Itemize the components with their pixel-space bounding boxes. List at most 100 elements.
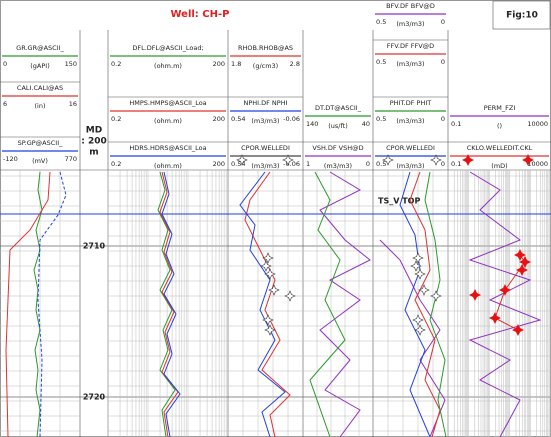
core-point — [418, 284, 430, 296]
scale-unit: (m3/m3) — [396, 117, 424, 125]
core-point — [430, 154, 442, 166]
curve-name: SP.GP@ASCII_ — [18, 139, 64, 147]
core-point — [262, 314, 274, 326]
curve-name: GR.GR@ASCII_ — [16, 44, 64, 52]
scale-unit: () — [497, 122, 502, 130]
scale-left: 1.8 — [231, 60, 241, 68]
scale-unit: (m3/m3) — [251, 117, 279, 125]
figure-label: Fig:10 — [506, 11, 538, 21]
depth-header: m — [89, 148, 98, 158]
scale-left: 0 — [3, 60, 7, 68]
scale-right: -0.06 — [283, 160, 300, 168]
curve-name: VSH.DF VSH@D — [312, 144, 363, 152]
curve-name: CPOR.WELLEDI — [241, 144, 290, 152]
scale-left: 0.5 — [376, 18, 386, 26]
curve-name: BFV.DF BFV@D — [386, 2, 435, 10]
scale-left: 0.5 — [376, 115, 386, 123]
scale-right: 10000 — [527, 160, 548, 168]
scale-right: 0 — [366, 160, 370, 168]
scale-left: 0.54 — [231, 115, 245, 123]
curve-name: CPOR.WELLEDI — [386, 144, 435, 152]
perm-point — [522, 154, 534, 166]
depth-label: 2710 — [83, 242, 106, 251]
scale-left: 0.5 — [376, 160, 386, 168]
fig-box — [492, 0, 551, 30]
core-point — [264, 324, 276, 336]
scale-left: 140 — [306, 120, 318, 128]
perm-point — [516, 264, 528, 276]
ffv-curve — [409, 171, 441, 437]
hdrs-curve — [161, 171, 181, 437]
scale-right: 40 — [362, 120, 370, 128]
curves — [5, 171, 542, 437]
title: Well: CH-P — [171, 9, 230, 20]
depth-header: MD — [86, 126, 102, 136]
scale-right: 200 — [213, 160, 225, 168]
scale-unit: (m3/m3) — [396, 20, 424, 28]
core-point — [264, 268, 276, 280]
perm-point — [499, 284, 511, 296]
phit-curve — [424, 171, 447, 437]
curve-name: HMPS.HMPS@ASCII_Loa — [129, 99, 206, 107]
scale-unit: (g/cm3) — [253, 62, 278, 70]
curve-name: NPHI.DF NPHI — [243, 99, 287, 107]
scale-unit: (ohm.m) — [154, 62, 182, 70]
scale-unit: (ohm.m) — [154, 162, 182, 170]
scale-left: -120 — [3, 155, 18, 163]
perm-point — [519, 256, 531, 268]
perm-point — [462, 154, 474, 166]
nphi-curve — [239, 171, 286, 437]
scale-right: 2.8 — [290, 60, 300, 68]
curve-name: DFL.DFL@ASCII_Load; — [132, 44, 203, 52]
perm-point — [469, 289, 481, 301]
scale-right: 200 — [213, 115, 225, 123]
grid — [0, 30, 551, 437]
curve-name: FFV.DF FFV@D — [387, 42, 434, 50]
scale-left: 0.2 — [111, 60, 121, 68]
curve-name: CALI.CALI@AS — [17, 84, 63, 92]
marker-label: TS_V TOP — [378, 197, 420, 206]
cali-curve — [5, 171, 51, 437]
gr-curve — [33, 171, 43, 437]
scale-right: 0 — [441, 160, 445, 168]
core-point — [430, 290, 442, 302]
vsh-curve — [319, 171, 371, 437]
core-point — [410, 260, 422, 272]
core-point — [414, 268, 426, 280]
scale-left: 0.1 — [451, 120, 461, 128]
scale-unit: (m3/m3) — [396, 162, 424, 170]
scale-left: 0.5 — [376, 58, 386, 66]
curve-name: HDRS.HDRS@ASCII_Loa — [129, 144, 206, 152]
scale-unit: (m3/m3) — [324, 162, 352, 170]
scale-left: 1 — [306, 160, 310, 168]
scale-unit: (mV) — [32, 157, 48, 165]
scale-unit: (in) — [35, 102, 46, 110]
scale-unit: (m3/m3) — [396, 60, 424, 68]
core-point — [382, 154, 394, 166]
core-point — [268, 284, 280, 296]
depth-label: 2720 — [83, 393, 106, 402]
scale-left: 6 — [3, 100, 7, 108]
bfv-curve — [379, 239, 446, 437]
scale-unit: (us/ft) — [328, 122, 348, 130]
perm-curve — [468, 171, 542, 437]
scale-unit: (gAPI) — [30, 62, 49, 70]
scale-unit: (mD) — [491, 162, 507, 170]
dt-curve — [309, 171, 346, 437]
scale-left: 0.2 — [111, 115, 121, 123]
curve-name: DT.DT@ASCII_ — [315, 104, 362, 112]
curve-name: CKLO.WELLEDIT.CKL — [467, 144, 533, 152]
curve-name: RHOB.RHOB@AS — [238, 44, 293, 52]
sp-curve — [37, 171, 67, 437]
perm-point — [489, 312, 501, 324]
core-point — [414, 324, 426, 336]
scale-unit: (m3/m3) — [251, 162, 279, 170]
scale-right: 150 — [65, 60, 77, 68]
scale-right: 200 — [213, 60, 225, 68]
core-point — [282, 154, 294, 166]
scale-right: -0.06 — [283, 115, 300, 123]
core-point — [262, 252, 274, 264]
perm-point — [514, 249, 526, 261]
core-point — [284, 290, 296, 302]
